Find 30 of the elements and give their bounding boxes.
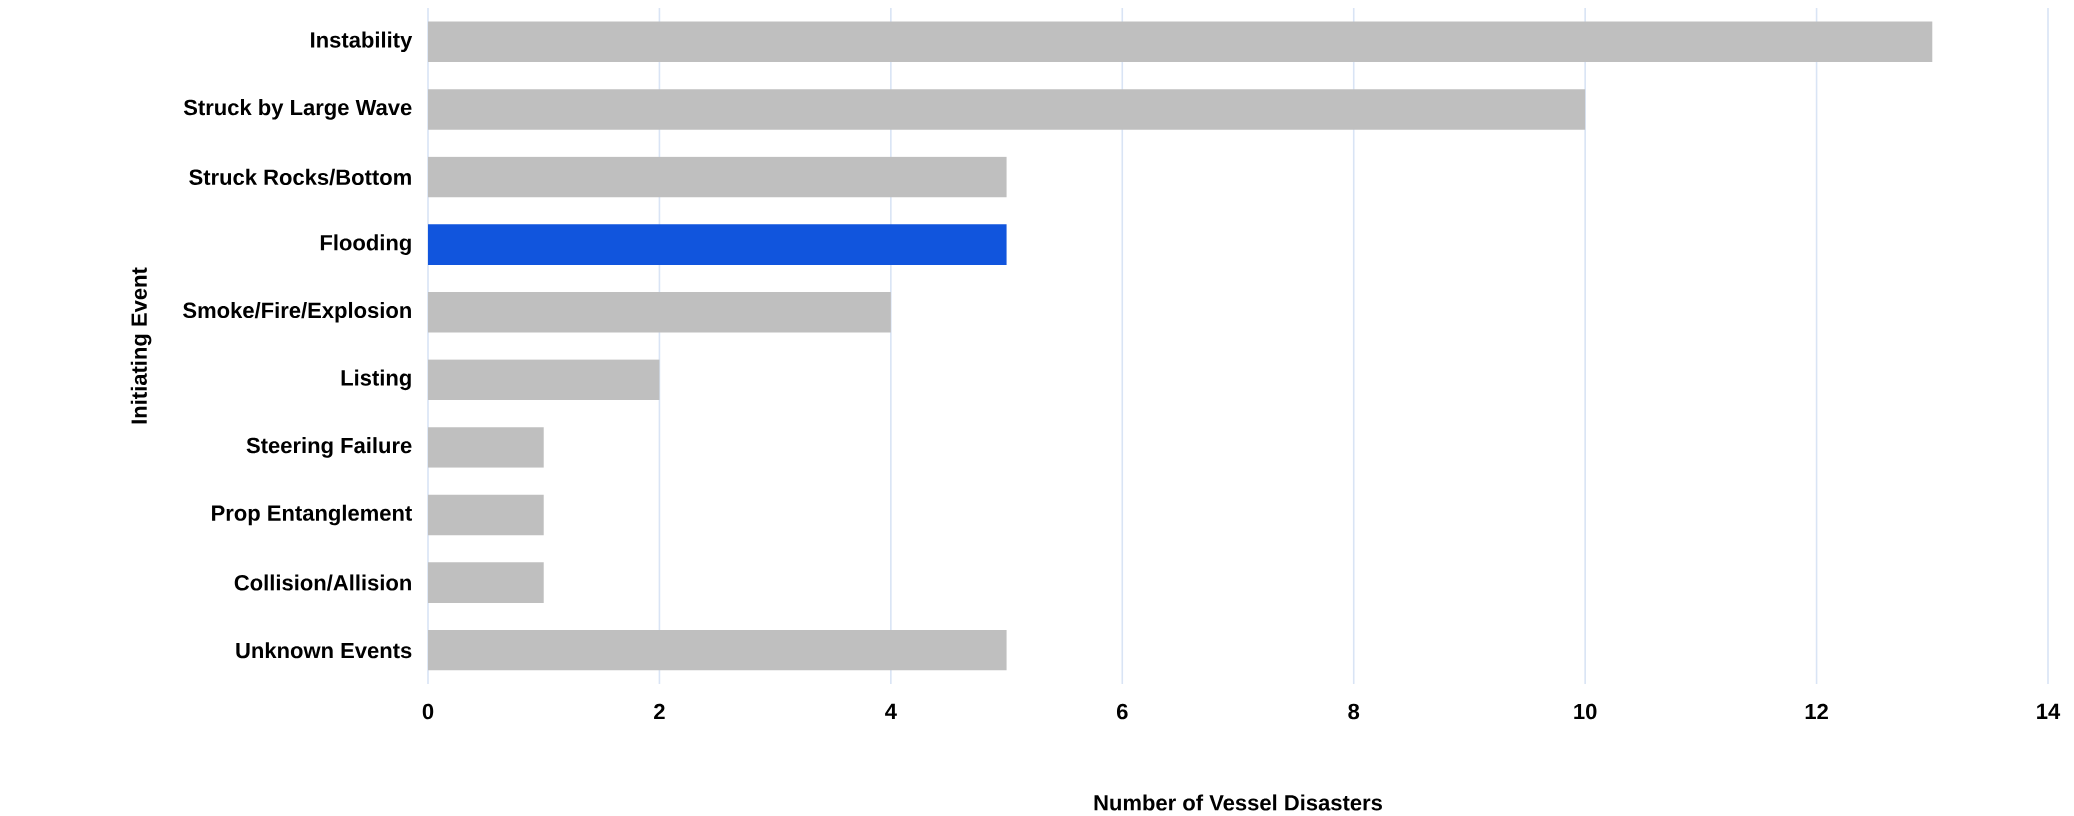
bar [428,21,1933,63]
y-tick-label: Struck Rocks/Bottom [189,168,411,186]
y-axis-title: Initiating Event [130,267,152,424]
x-tick-label: 0 [422,703,434,720]
bar [428,494,544,536]
bar [428,629,1007,671]
y-tick-label: Flooding [320,234,411,255]
bar [428,156,1007,198]
x-tick-label: 6 [1116,703,1128,720]
bar [428,224,1007,265]
x-tick-label: 12 [1805,703,1828,720]
y-tick-label: Instability [311,31,413,53]
x-tick-label: 2 [654,703,665,720]
x-tick-label: 4 [885,703,897,719]
x-axis-title: Number of Vessel Disasters [1094,794,1382,811]
bar [428,562,544,603]
bar [428,89,1586,130]
y-tick-label: Unknown Events [236,642,412,659]
bar [428,291,891,333]
y-tick-label: Collision/Allision [234,574,411,591]
y-tick-label: Smoke/Fire/Explosion [183,301,411,323]
bar [428,359,660,401]
x-tick-label: 8 [1348,703,1360,720]
x-tick-label: 14 [2037,703,2061,719]
y-tick-label: Listing [341,369,411,391]
y-tick-label: Steering Failure [246,437,412,458]
y-tick-label: Prop Entanglement [212,504,412,526]
bar [428,427,544,468]
y-tick-label: Struck by Large Wave [183,99,412,120]
x-tick-label: 10 [1574,703,1597,720]
